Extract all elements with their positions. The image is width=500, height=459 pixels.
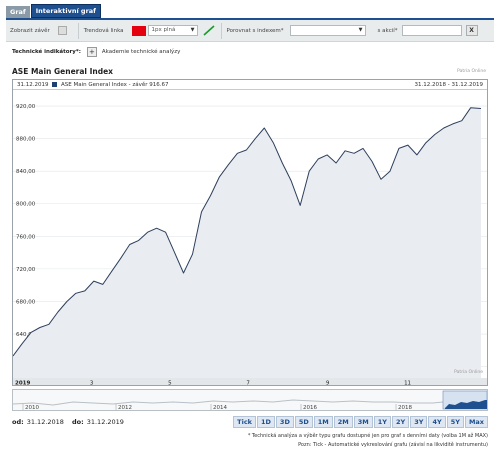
period-buttons: Tick 1D 3D 5D 1M 2M 3M 1Y 2Y 3Y 4Y 5Y Ma… (232, 416, 488, 428)
period-3d-button[interactable]: 3D (275, 416, 294, 428)
x-tick-label: 3 (90, 381, 94, 387)
period-1m-button[interactable]: 1M (313, 416, 333, 428)
x-tick-label: 2019 (15, 381, 30, 387)
date-range-row: od: 31.12.2018 do: 31.12.2019 Tick 1D 3D 5… (12, 416, 488, 430)
chevron-down-icon: ▼ (358, 27, 363, 33)
series-legend-square (52, 82, 58, 87)
add-indicator-button[interactable]: + (86, 47, 97, 57)
compare-index-select[interactable]: ▼ (289, 25, 366, 36)
x-tick-label: 7 (246, 381, 250, 387)
x-tick-label: 11 (404, 381, 411, 387)
period-1y-button[interactable]: 1Y (373, 416, 391, 428)
chart-title: ASE Main General Index (12, 67, 114, 76)
chart-header-range: 31.12.2018 - 31.12.2019 (414, 82, 483, 88)
toolbar-divider (220, 22, 222, 39)
compare-index-label: Porovnat s indexem* (226, 27, 284, 34)
y-tick-label: 800,00 (16, 202, 36, 208)
to-date-value: 31.12.2019 (86, 418, 124, 426)
chart-toolbar: Zobrazit závěr Trendová linka 1px plná ▼… (6, 20, 494, 42)
clear-compare-button[interactable]: X (465, 25, 478, 36)
x-tick-label: 5 (168, 381, 172, 387)
navigator-year-label: 2018 (398, 405, 412, 410)
series-line (13, 107, 482, 357)
y-tick-label: 720,00 (16, 267, 36, 273)
compare-stock-input[interactable] (401, 25, 462, 36)
y-tick-label: 680,00 (16, 299, 36, 305)
period-2y-button[interactable]: 2Y (392, 416, 410, 428)
navigator-year-label: 2014 (213, 405, 227, 410)
to-date-label: do: (72, 418, 84, 426)
compare-stock-label: s akcií* (377, 27, 398, 34)
from-date-value: 31.12.2018 (26, 418, 64, 426)
technical-analysis-academy-link[interactable]: Akademie technické analýzy (101, 49, 181, 55)
show-close-label: Zobrazit závěr (10, 27, 50, 34)
note-tick: Pozn: Tick - Automatické vykreslování gr… (298, 442, 488, 448)
period-tick-button[interactable]: Tick (233, 416, 256, 428)
watermark-bottom: Patria Online (454, 370, 483, 375)
y-tick-label: 840,00 (16, 169, 36, 175)
period-3y-button[interactable]: 3Y (410, 416, 428, 428)
technical-indicators-row: Technické indikátory*: + Akademie techni… (12, 46, 180, 58)
to-date[interactable]: do: 31.12.2019 (72, 418, 124, 426)
tab-graf[interactable]: Graf (6, 6, 30, 18)
chevron-down-icon: ▼ (190, 27, 195, 33)
pencil-icon[interactable] (202, 25, 216, 36)
trend-line-label: Trendová linka (83, 27, 124, 34)
price-chart-plot[interactable]: 600,00640,00680,00720,00760,00800,00840,… (13, 91, 487, 378)
navigator-chart[interactable]: 2010 2012 2014 2016 2018 (12, 390, 488, 411)
navigator-year-label: 2016 (303, 405, 317, 410)
period-1d-button[interactable]: 1D (257, 416, 275, 428)
line-style-select[interactable]: 1px plná ▼ (147, 25, 198, 36)
chart-header: 31.12.2019 ASE Main General Index - závě… (13, 80, 487, 90)
x-axis-labels: 2019 3 5 7 9 11 (15, 381, 411, 387)
show-close-checkbox[interactable] (57, 26, 67, 35)
navigator-selection-area (445, 400, 487, 409)
note-technical-analysis: * Technická analýza a výběr typu grafu d… (247, 433, 488, 439)
period-5d-button[interactable]: 5D (294, 416, 313, 428)
trend-color-swatch[interactable] (131, 25, 146, 36)
period-4y-button[interactable]: 4Y (428, 416, 446, 428)
y-tick-label: 920,00 (16, 104, 36, 110)
toolbar-divider (77, 22, 79, 39)
from-date[interactable]: od: 31.12.2018 (12, 418, 64, 426)
series-legend-label: ASE Main General Index - závěr 916.67 (61, 82, 169, 88)
technical-indicators-label: Technické indikátory*: (12, 49, 81, 55)
period-3m-button[interactable]: 3M (353, 416, 373, 428)
line-style-value: 1px plná (151, 27, 176, 33)
tab-interactive-chart[interactable]: Interaktivní graf (30, 4, 102, 18)
chart-frame: 31.12.2019 ASE Main General Index - závě… (12, 79, 488, 386)
series-area (13, 107, 481, 378)
navigator-year-label: 2010 (25, 405, 39, 410)
y-tick-label: 760,00 (16, 234, 36, 240)
x-tick-label: 9 (326, 381, 330, 387)
x-axis-bar: 2019 3 5 7 9 11 (12, 378, 488, 387)
navigator-year-label: 2012 (118, 405, 132, 410)
period-2m-button[interactable]: 2M (333, 416, 353, 428)
from-date-label: od: (12, 418, 24, 426)
range-navigator[interactable]: 2010 2012 2014 2016 2018 (12, 389, 488, 411)
tab-bar: Graf Interaktivní graf (6, 4, 102, 18)
watermark-top: Patria Online (457, 69, 486, 74)
tab-underline (6, 18, 494, 20)
chart-header-date: 31.12.2019 (17, 82, 49, 88)
period-5y-button[interactable]: 5Y (446, 416, 464, 428)
period-max-button[interactable]: Max (464, 416, 488, 428)
y-tick-label: 880,00 (16, 137, 36, 143)
y-tick-label: 640,00 (16, 332, 36, 338)
